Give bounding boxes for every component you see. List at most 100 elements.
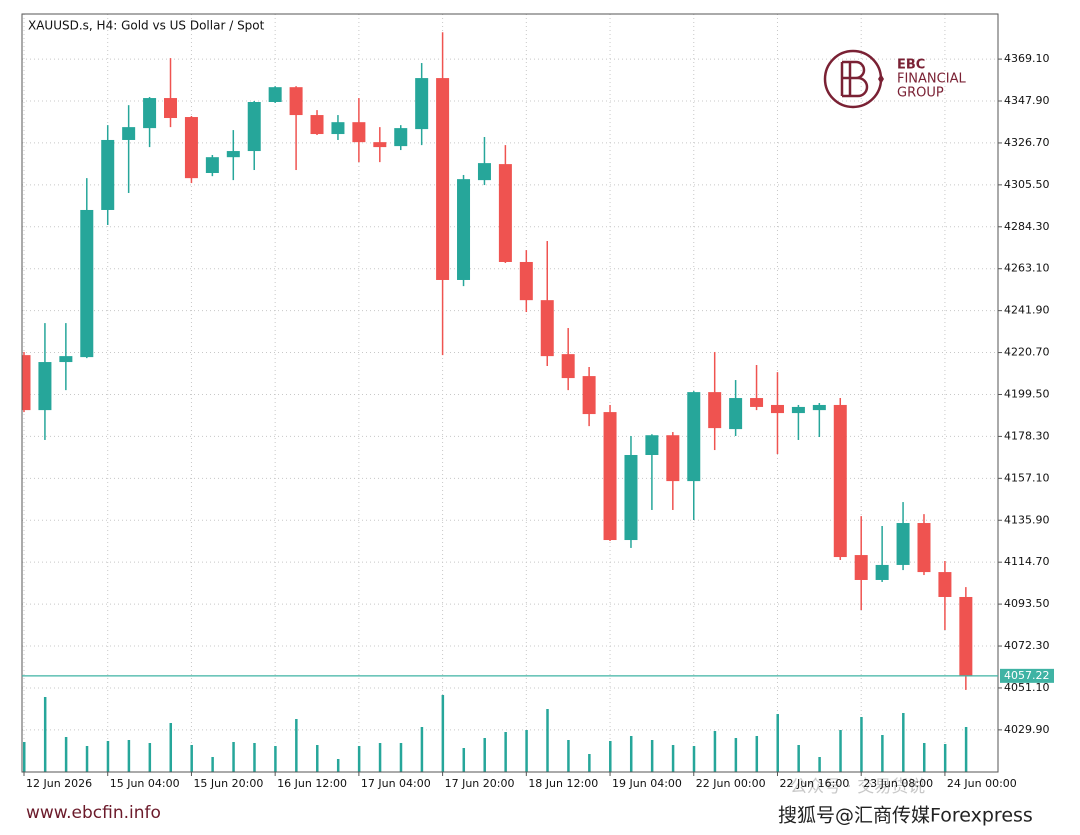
volume-bar bbox=[504, 732, 507, 772]
brand-line2: GROUP bbox=[897, 86, 944, 101]
volume-bar bbox=[525, 730, 528, 772]
volume-bar bbox=[797, 745, 800, 772]
x-tick-label: 17 Jun 04:00 bbox=[361, 777, 431, 790]
candle-body bbox=[666, 435, 680, 482]
volume-bar bbox=[839, 730, 842, 772]
volume-bar bbox=[713, 731, 717, 772]
volume-bar bbox=[420, 727, 424, 772]
candle-body bbox=[184, 117, 198, 179]
y-tick-label: 4114.70 bbox=[1004, 555, 1050, 568]
candle-body bbox=[457, 179, 471, 280]
volume-bar bbox=[169, 723, 173, 772]
volume-bar bbox=[860, 717, 863, 772]
volume-bar bbox=[881, 735, 884, 772]
volume-bar bbox=[567, 740, 570, 772]
watermark: 搜狐号@汇商传媒Forexpress bbox=[778, 805, 1033, 827]
candle-body bbox=[352, 122, 366, 143]
candle-body bbox=[373, 142, 387, 148]
candle-body bbox=[959, 596, 973, 676]
price-label: 4057.22 bbox=[1004, 669, 1050, 682]
y-tick-label: 4093.50 bbox=[1004, 597, 1050, 610]
volume-bar bbox=[943, 744, 947, 772]
candle-body bbox=[854, 555, 868, 580]
x-tick-label: 16 Jun 12:00 bbox=[277, 777, 347, 790]
y-tick-label: 4029.90 bbox=[1004, 723, 1050, 736]
candle-body bbox=[226, 151, 240, 158]
candle-body bbox=[519, 261, 533, 301]
volume-bar bbox=[378, 743, 382, 772]
volume-bar bbox=[483, 738, 486, 772]
y-tick-label: 4199.50 bbox=[1004, 387, 1050, 400]
y-tick-label: 4051.10 bbox=[1004, 681, 1050, 694]
volume-bar bbox=[588, 754, 591, 772]
volume-bar bbox=[232, 742, 235, 772]
volume-bar bbox=[734, 738, 738, 772]
volume-bar bbox=[462, 748, 466, 772]
y-tick-label: 4220.70 bbox=[1004, 346, 1050, 359]
volume-bar bbox=[336, 759, 340, 772]
candle-body bbox=[415, 78, 429, 130]
volume-bar bbox=[650, 740, 654, 772]
volume-bar bbox=[211, 757, 214, 772]
volume-bar bbox=[64, 737, 68, 772]
logo-spark bbox=[878, 74, 884, 84]
brand-url: www.ebcfin.info bbox=[26, 803, 161, 823]
brand-line1: FINANCIAL bbox=[897, 72, 966, 87]
candle-body bbox=[80, 209, 94, 358]
volume-bar bbox=[609, 741, 612, 772]
y-tick-label: 4284.30 bbox=[1004, 220, 1050, 233]
x-tick-label: 12 Jun 2026 bbox=[26, 777, 92, 790]
candle-body bbox=[791, 406, 805, 414]
candle-body bbox=[708, 392, 722, 429]
candle-body bbox=[205, 157, 219, 173]
volume-bar bbox=[316, 745, 319, 772]
x-tick-label: 15 Jun 20:00 bbox=[193, 777, 263, 790]
candle-body bbox=[917, 523, 931, 573]
logo-glyph bbox=[840, 60, 869, 98]
x-tick-label: 18 Jun 12:00 bbox=[528, 777, 598, 790]
volume-bar bbox=[755, 736, 759, 772]
candle-body bbox=[582, 376, 596, 415]
y-tick-label: 4072.30 bbox=[1004, 639, 1050, 652]
volume-bar bbox=[295, 719, 298, 772]
candle-body bbox=[498, 164, 512, 262]
volume-bar bbox=[127, 740, 131, 772]
y-tick-label: 4326.70 bbox=[1004, 136, 1050, 149]
volume-bar bbox=[253, 743, 256, 772]
candle-body bbox=[938, 572, 952, 597]
volume-bar bbox=[23, 742, 26, 772]
candle-body bbox=[122, 127, 136, 140]
volume-bar bbox=[922, 743, 926, 772]
candle-body bbox=[812, 404, 826, 411]
candle-body bbox=[833, 404, 847, 558]
volume-bar bbox=[546, 709, 549, 772]
x-tick-label: 19 Jun 04:00 bbox=[612, 777, 682, 790]
candle-body bbox=[394, 128, 408, 147]
y-tick-label: 4135.90 bbox=[1004, 513, 1050, 526]
plot-frame bbox=[21, 13, 999, 773]
volume-bar bbox=[357, 746, 361, 772]
volume-bar bbox=[776, 714, 779, 772]
x-tick-label: 15 Jun 04:00 bbox=[110, 777, 180, 790]
y-tick-label: 4178.30 bbox=[1004, 429, 1050, 442]
x-tick-label: 22 Jun 16:00 bbox=[779, 777, 849, 790]
candle-body bbox=[143, 98, 157, 129]
candle-body bbox=[896, 523, 910, 565]
y-tick-label: 4157.10 bbox=[1004, 471, 1050, 484]
volume-bar bbox=[671, 745, 675, 772]
volume-bar bbox=[818, 757, 821, 772]
candle-body bbox=[22, 355, 31, 411]
watermark: 公众号 · 交易货说 bbox=[790, 777, 925, 797]
volume-bar bbox=[629, 736, 633, 772]
candle-body bbox=[331, 122, 345, 135]
volume-bar bbox=[902, 713, 905, 772]
y-tick-label: 4369.10 bbox=[1004, 52, 1050, 65]
candle-body bbox=[289, 87, 303, 116]
candle-body bbox=[477, 163, 491, 181]
candle-body bbox=[164, 98, 178, 119]
candle-body bbox=[561, 354, 575, 379]
volume-bar bbox=[148, 743, 152, 772]
candle-body bbox=[875, 564, 889, 580]
candle-body bbox=[729, 398, 743, 430]
